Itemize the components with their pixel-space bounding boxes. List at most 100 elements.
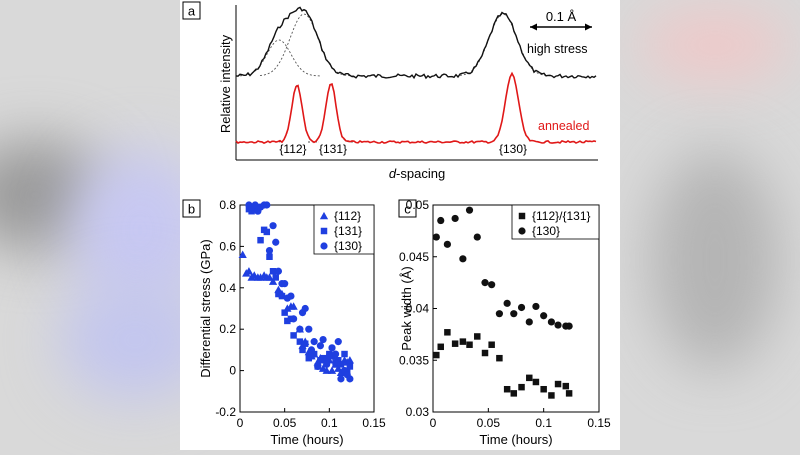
data-point-square <box>319 354 327 362</box>
x-tick-label: 0.1 <box>321 416 338 430</box>
data-point-square <box>272 274 279 281</box>
data-point-circle <box>503 299 511 307</box>
annealed-trace <box>235 71 597 144</box>
data-point-circle <box>301 304 309 313</box>
data-point-circle <box>316 342 324 350</box>
data-point-circle <box>290 315 298 323</box>
x-tick-label: 0.05 <box>477 416 501 430</box>
annealed-label: annealed <box>538 119 589 133</box>
data-point-circle <box>510 310 518 318</box>
data-point-circle <box>554 321 562 329</box>
data-point-square <box>275 290 282 298</box>
data-point-circle <box>331 350 340 358</box>
data-point-circle <box>517 303 526 312</box>
legend-marker-square <box>320 227 328 235</box>
data-point-circle <box>495 310 503 318</box>
data-point-square <box>562 382 570 390</box>
data-point-circle <box>307 346 316 354</box>
x-tick-label: 0.05 <box>273 416 297 430</box>
x-tick-label: 0 <box>237 416 244 430</box>
data-point-triangle <box>268 277 278 285</box>
x-tick-label: 0.15 <box>587 416 611 430</box>
panel-a-ylabel: Relative intensity <box>218 34 233 133</box>
x-tick-label: 0.1 <box>535 416 552 430</box>
data-point-square <box>503 385 511 393</box>
data-point-circle <box>323 360 331 368</box>
data-point-square <box>335 357 342 364</box>
panel-c-letter: c <box>404 202 411 217</box>
data-point-circle <box>328 344 336 352</box>
scale-bar-label: 0.1 Å <box>546 9 577 24</box>
high-stress-label: high stress <box>527 42 587 56</box>
panel-a-xlabel-italic: d <box>389 166 397 181</box>
panel-a-letter: a <box>188 4 196 19</box>
data-point-square <box>278 292 286 300</box>
legend-label: {131} <box>334 224 362 238</box>
data-point-square <box>466 341 473 348</box>
data-point-circle <box>488 281 496 289</box>
high-stress-fit-112 <box>239 39 321 77</box>
data-point-square <box>341 350 348 358</box>
y-tick-label: 0.8 <box>219 198 236 212</box>
data-point-triangle <box>238 250 247 258</box>
data-point-square <box>510 390 518 397</box>
data-point-square <box>310 350 318 358</box>
peak-label-130: {130} <box>499 142 527 156</box>
data-point-square <box>459 338 467 345</box>
annealed-fit-112 <box>275 83 319 143</box>
legend-label: {112} <box>334 209 361 223</box>
legend-label: {130} <box>334 239 362 253</box>
data-point-triangle <box>322 366 331 374</box>
legend-label: {130} <box>532 224 560 238</box>
data-point-square <box>554 380 562 388</box>
data-point-circle <box>465 206 474 214</box>
panel-a-xlabel: d-spacing <box>389 166 445 181</box>
y-tick-label: 0.035 <box>399 353 429 367</box>
data-point-circle <box>269 222 277 230</box>
data-point-circle <box>281 280 289 288</box>
data-point-circle <box>263 201 271 209</box>
data-point-circle <box>337 375 345 383</box>
data-point-circle <box>540 312 548 320</box>
y-tick-label: 0.045 <box>399 250 429 264</box>
data-point-circle <box>334 338 342 346</box>
annealed-fit-131 <box>308 84 354 143</box>
panel-a-xlabel-rest: -spacing <box>396 166 445 181</box>
data-point-square <box>496 354 503 362</box>
data-point-circle <box>272 238 280 246</box>
data-point-circle <box>346 375 354 383</box>
y-tick-label: 0.05 <box>406 198 430 212</box>
data-point-circle <box>325 352 333 360</box>
data-point-square <box>269 268 277 275</box>
data-point-circle <box>319 335 327 344</box>
data-point-circle <box>547 318 556 326</box>
panel-c-letter-box <box>398 199 417 218</box>
data-point-circle <box>296 325 304 333</box>
high-stress-trace <box>235 6 597 80</box>
data-point-square <box>248 207 255 215</box>
data-point-circle <box>437 216 445 225</box>
legend-label: {112}/{131} <box>532 209 591 223</box>
data-point-square <box>548 392 555 399</box>
data-point-triangle <box>327 366 337 374</box>
data-point-triangle <box>336 368 346 376</box>
y-tick-label: 0.04 <box>406 302 430 316</box>
y-tick-label: 0.4 <box>219 281 236 295</box>
data-point-square <box>257 236 264 244</box>
data-point-square <box>337 361 345 368</box>
data-point-circle <box>287 292 295 300</box>
data-point-square <box>488 341 495 348</box>
data-point-square <box>284 317 291 325</box>
y-tick-label: 0.03 <box>406 405 430 419</box>
data-point-square <box>323 357 330 364</box>
data-point-square <box>263 228 271 236</box>
legend-marker-circle <box>518 227 526 235</box>
data-point-square <box>474 333 481 340</box>
data-point-circle <box>314 362 322 371</box>
legend-marker-circle <box>320 242 328 250</box>
y-tick-label: 0 <box>229 364 236 378</box>
y-axis-label: Differential stress (GPa) <box>198 239 213 377</box>
data-point-circle <box>473 233 481 241</box>
x-tick-label: 0.15 <box>362 416 386 430</box>
